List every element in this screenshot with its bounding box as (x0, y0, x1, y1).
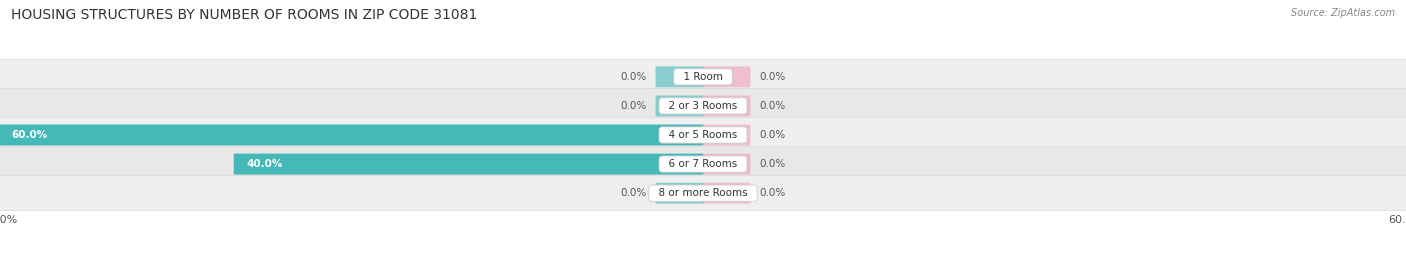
FancyBboxPatch shape (655, 183, 703, 204)
FancyBboxPatch shape (703, 183, 751, 204)
FancyBboxPatch shape (0, 124, 703, 146)
FancyBboxPatch shape (0, 176, 1406, 211)
Text: 40.0%: 40.0% (246, 159, 283, 169)
FancyBboxPatch shape (0, 59, 1406, 94)
FancyBboxPatch shape (0, 117, 1406, 153)
Text: 4 or 5 Rooms: 4 or 5 Rooms (662, 130, 744, 140)
Text: 0.0%: 0.0% (620, 188, 647, 198)
FancyBboxPatch shape (0, 147, 1406, 181)
Text: 0.0%: 0.0% (759, 188, 786, 198)
Text: 0.0%: 0.0% (759, 159, 786, 169)
FancyBboxPatch shape (655, 96, 703, 116)
Text: HOUSING STRUCTURES BY NUMBER OF ROOMS IN ZIP CODE 31081: HOUSING STRUCTURES BY NUMBER OF ROOMS IN… (11, 8, 478, 22)
Text: 0.0%: 0.0% (759, 72, 786, 82)
FancyBboxPatch shape (655, 66, 703, 87)
FancyBboxPatch shape (703, 154, 751, 174)
Text: Source: ZipAtlas.com: Source: ZipAtlas.com (1291, 8, 1395, 18)
FancyBboxPatch shape (0, 89, 1406, 123)
Text: 8 or more Rooms: 8 or more Rooms (652, 188, 754, 198)
FancyBboxPatch shape (703, 124, 751, 146)
Text: 1 Room: 1 Room (676, 72, 730, 82)
FancyBboxPatch shape (703, 96, 751, 116)
Text: 0.0%: 0.0% (620, 101, 647, 111)
Text: 6 or 7 Rooms: 6 or 7 Rooms (662, 159, 744, 169)
FancyBboxPatch shape (703, 66, 751, 87)
Text: 60.0%: 60.0% (11, 130, 48, 140)
Text: 2 or 3 Rooms: 2 or 3 Rooms (662, 101, 744, 111)
Text: 0.0%: 0.0% (620, 72, 647, 82)
FancyBboxPatch shape (233, 154, 703, 174)
Text: 0.0%: 0.0% (759, 101, 786, 111)
Text: 0.0%: 0.0% (759, 130, 786, 140)
